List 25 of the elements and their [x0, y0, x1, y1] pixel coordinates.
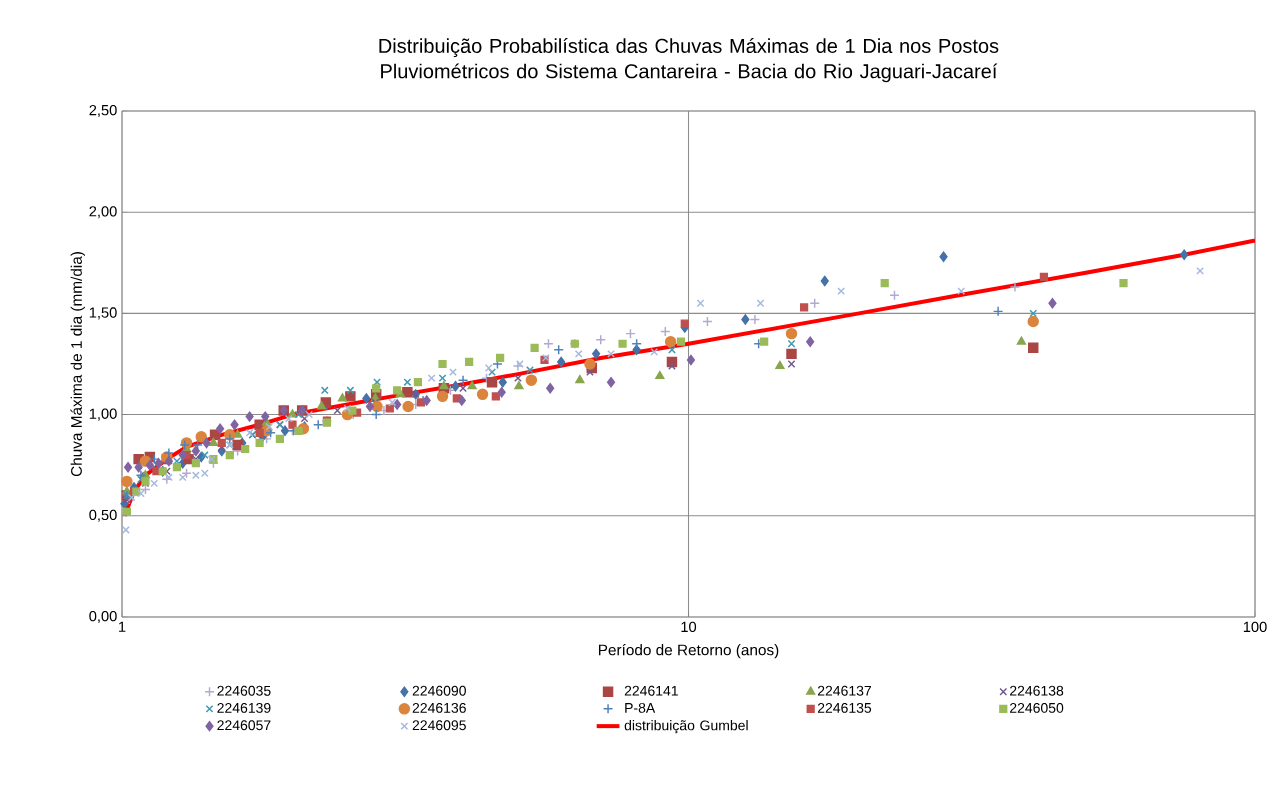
- y-tick-label: 0,50: [89, 509, 117, 522]
- legend-label: 2246141: [624, 685, 678, 696]
- legend-label: 2246135: [817, 702, 872, 713]
- x-tick-label: 100: [1243, 621, 1267, 633]
- legend-label: 2246050: [1010, 702, 1064, 713]
- y-tick-label: 1,50: [89, 307, 117, 320]
- y-tick-label: 1,00: [89, 408, 117, 421]
- legend-label: 2246090: [412, 685, 466, 696]
- y-axis-title: Chuva Máxima de 1 dia (mm/dia): [70, 252, 85, 477]
- legend-label: 2246095: [412, 720, 466, 731]
- legend-label: 2246138: [1010, 685, 1064, 696]
- y-tick-label: 2,00: [89, 206, 117, 219]
- legend-label: 2246057: [217, 720, 271, 731]
- legend-label: P-8A: [625, 702, 656, 713]
- legend-label: 2246136: [412, 702, 466, 713]
- legend-label: 2246137: [817, 685, 872, 696]
- y-tick-label: 2,50: [89, 104, 117, 118]
- chart-title: Distribuição Probabilística das Chuvas Máximas de 1 Dia nos Postos Pluviométricos do Sistema Cantareira - Bacia do Rio Jaguari-Jacareí: [379, 38, 999, 83]
- x-axis-title: Período de Retorno (anos): [598, 643, 779, 659]
- legend-label: 2246035: [217, 685, 271, 696]
- legend-label: 2246139: [217, 702, 271, 713]
- x-tick-label: 1: [119, 621, 126, 632]
- y-tick-label: 0,00: [89, 610, 117, 624]
- x-tick-label: 10: [681, 621, 697, 633]
- legend-label: distribuição Gumbel: [624, 720, 748, 734]
